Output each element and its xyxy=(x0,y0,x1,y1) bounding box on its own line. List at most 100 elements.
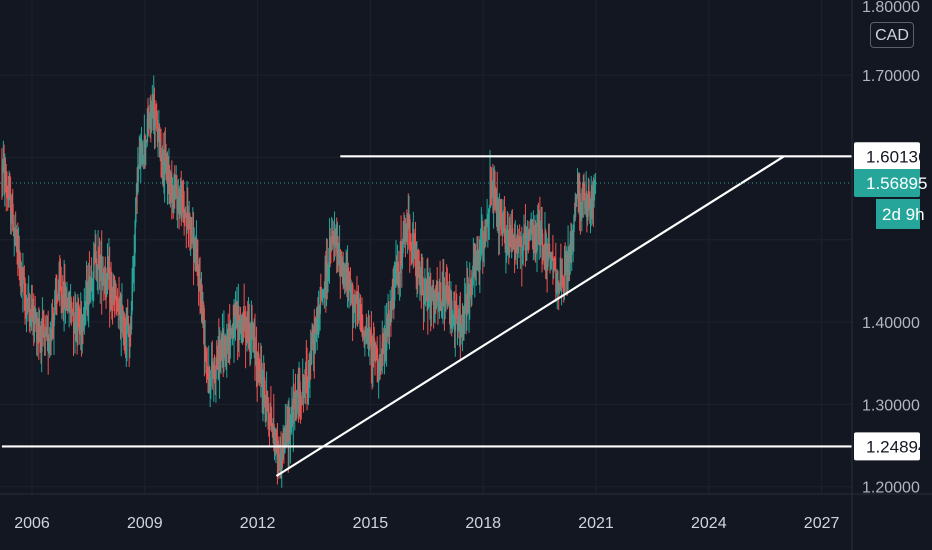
candle-body xyxy=(292,391,295,424)
candle-body xyxy=(425,282,427,285)
candle-body xyxy=(323,289,325,291)
candle-body xyxy=(507,229,509,237)
candle-body xyxy=(160,147,162,161)
candle-body xyxy=(365,333,368,343)
candle-body xyxy=(250,321,253,337)
candle-body xyxy=(292,405,294,424)
candle-body xyxy=(12,203,14,232)
candle-body xyxy=(206,353,208,367)
candle-body xyxy=(259,375,261,379)
currency-badge[interactable]: CAD xyxy=(870,22,914,48)
candle-body xyxy=(451,300,453,328)
candle-body xyxy=(164,149,166,174)
candle-body xyxy=(579,181,581,210)
candle-body xyxy=(5,172,7,185)
candle-body xyxy=(116,304,118,309)
candle-body xyxy=(480,254,482,260)
candle-body xyxy=(449,301,451,319)
candle-body xyxy=(546,244,549,267)
candle-body xyxy=(172,189,175,199)
candle-body xyxy=(471,287,473,294)
candle-body xyxy=(46,334,49,336)
candle-body xyxy=(396,264,399,269)
candle-body xyxy=(235,306,238,326)
candle-body xyxy=(287,419,289,425)
candle-body xyxy=(281,450,284,460)
candle-body xyxy=(493,187,495,211)
candle-body xyxy=(112,298,114,301)
candle-body xyxy=(54,289,57,297)
candle-body xyxy=(256,369,259,379)
candle-body xyxy=(431,292,434,296)
candle-body xyxy=(420,275,422,279)
candle-body xyxy=(435,299,437,307)
candle-body xyxy=(139,154,141,166)
candle-body xyxy=(295,401,298,414)
candle-body xyxy=(374,345,376,361)
candle-body xyxy=(1,165,3,173)
candle-body xyxy=(300,395,302,404)
candle-body xyxy=(49,337,51,347)
candle-body xyxy=(457,317,460,329)
candle-body xyxy=(107,266,110,280)
candle-body xyxy=(22,275,24,285)
candle-body xyxy=(84,305,86,318)
candle-body xyxy=(534,227,536,248)
candle-body xyxy=(566,254,569,282)
candle-body xyxy=(361,319,363,328)
candle-body xyxy=(456,317,459,320)
candle-body xyxy=(384,333,387,342)
candle-body xyxy=(240,323,242,332)
candle-body xyxy=(577,180,580,202)
candle-body xyxy=(412,248,414,260)
candle-body xyxy=(65,291,68,309)
ascending-trendline-line[interactable] xyxy=(275,155,785,477)
candle-body xyxy=(548,244,550,246)
candle-body xyxy=(214,365,216,374)
candle-body xyxy=(190,217,192,234)
candle-body xyxy=(263,377,265,392)
candle-body xyxy=(222,333,225,361)
candle-body xyxy=(501,223,504,233)
candle-body xyxy=(458,328,460,330)
candle-body xyxy=(175,180,178,189)
candle-body xyxy=(308,372,310,389)
candle-body xyxy=(304,384,306,386)
candle-body xyxy=(419,278,421,285)
candle-body xyxy=(360,304,362,316)
candle-body xyxy=(34,312,37,321)
candle-body xyxy=(336,237,338,254)
candle-body xyxy=(463,314,465,328)
candle-body xyxy=(462,316,464,323)
candle-body xyxy=(228,324,230,354)
candle-body xyxy=(522,236,525,250)
candle-body xyxy=(400,241,402,253)
candle-body xyxy=(567,251,569,282)
candle-body xyxy=(153,104,155,124)
candle-body xyxy=(219,350,222,357)
candle-body xyxy=(120,319,122,333)
candle-body xyxy=(467,294,470,311)
candle-body xyxy=(258,358,261,379)
candle-body xyxy=(125,334,128,343)
candle-body xyxy=(25,299,27,313)
candle-body xyxy=(57,296,59,300)
candle-body xyxy=(561,275,563,285)
candle-body xyxy=(511,228,514,249)
candle-body xyxy=(74,302,76,324)
candle-body xyxy=(101,277,104,286)
candle-body xyxy=(421,277,423,296)
candle-body xyxy=(312,338,314,350)
candle-body xyxy=(238,314,240,331)
candle-body xyxy=(575,197,577,199)
candle-body xyxy=(233,306,235,339)
candle-body xyxy=(428,286,431,296)
time-axis: 2006 2009 2012 2015 2018 2021 2024 2027 xyxy=(14,515,839,532)
candle-body xyxy=(268,414,270,423)
candle-body xyxy=(263,377,266,396)
candle-body xyxy=(514,241,516,260)
candle-body xyxy=(257,353,259,379)
price-tick-label: 1.80000 xyxy=(862,0,920,16)
candle-body xyxy=(523,233,525,237)
